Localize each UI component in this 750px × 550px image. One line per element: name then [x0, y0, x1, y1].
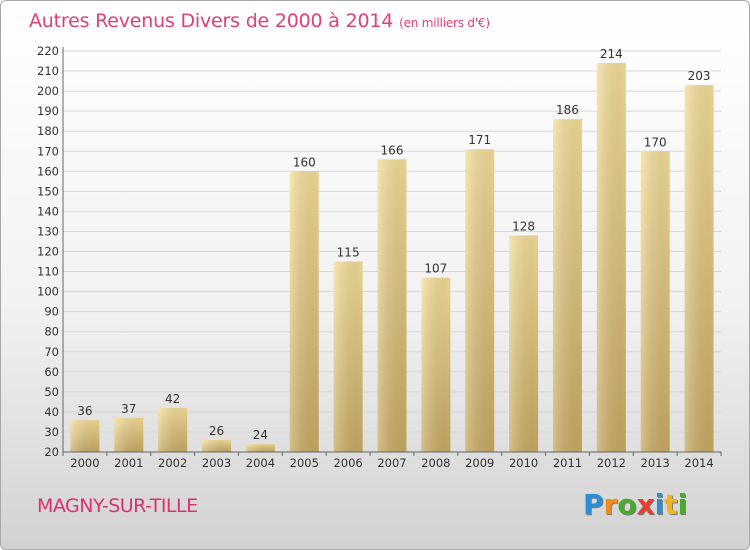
bar-shade: [333, 261, 363, 452]
data-label: 160: [293, 155, 316, 169]
bar-shade: [158, 407, 188, 452]
data-label: 128: [512, 219, 535, 233]
data-label: 24: [253, 428, 268, 442]
bar-shade: [245, 443, 275, 452]
logo-letter: t: [664, 488, 678, 521]
bar-shade: [289, 171, 319, 453]
x-tick-label: 2010: [509, 456, 538, 470]
y-tick-label: 220: [37, 44, 59, 58]
y-tick-label: 110: [37, 265, 59, 279]
y-tick-label: 160: [37, 164, 59, 178]
y-tick-label: 60: [44, 365, 59, 379]
data-label: 36: [77, 404, 92, 418]
data-label: 171: [468, 133, 491, 147]
data-labels: 36 37 42 26 24 160 115 166 107 171 128 186 214 170 203: [77, 47, 710, 442]
x-tick-label: 2007: [377, 456, 406, 470]
y-tick-label: 100: [37, 285, 59, 299]
axes: [62, 47, 721, 453]
x-tick-label: 2006: [333, 456, 362, 470]
data-label: 42: [165, 392, 180, 406]
y-tick-label: 50: [44, 385, 59, 399]
x-tick-label: 2009: [465, 456, 494, 470]
logo-letter: x: [636, 488, 655, 521]
data-label: 107: [424, 262, 447, 276]
y-tick-label: 20: [44, 445, 59, 459]
x-tick-label: 2001: [114, 456, 143, 470]
data-label: 186: [556, 103, 579, 117]
x-tick-label: 2011: [553, 456, 582, 470]
x-tick-label: 2004: [246, 456, 275, 470]
y-tick-label: 190: [37, 104, 59, 118]
y-tick-label: 120: [37, 245, 59, 259]
data-label: 26: [209, 424, 224, 438]
y-tick-label: 70: [44, 345, 59, 359]
bar-shade: [70, 419, 100, 452]
x-tick-label: 2008: [421, 456, 450, 470]
chart-title-unit: (en milliers d'€): [399, 16, 490, 30]
bar-shade: [421, 277, 451, 452]
x-tick-label: 2014: [684, 456, 713, 470]
y-tick-label: 170: [37, 144, 59, 158]
y-tick-labels: 20 30 40 50 60 70 80 90 100 110 120 130 140 150 160 170…: [37, 44, 59, 459]
bar-shade: [202, 439, 232, 452]
data-label: 170: [644, 135, 667, 149]
x-tick-label: 2012: [597, 456, 626, 470]
bar-shade: [596, 63, 626, 452]
logo-letter: o: [617, 488, 637, 521]
bar-shade: [465, 149, 495, 452]
y-tick-label: 210: [37, 64, 59, 78]
x-tick-label: 2003: [202, 456, 231, 470]
proxiti-logo: Proxiti: [583, 488, 687, 521]
y-tick-label: 80: [44, 325, 59, 339]
y-tick-label: 150: [37, 184, 59, 198]
bar-shade: [552, 119, 582, 453]
logo-letter: i: [654, 488, 665, 521]
y-tick-label: 30: [44, 425, 59, 439]
data-label: 214: [600, 47, 623, 61]
bar-shade: [640, 151, 670, 452]
bar-shade: [114, 417, 144, 452]
data-label: 203: [688, 69, 711, 83]
x-tick-label: 2002: [158, 456, 187, 470]
y-tick-label: 90: [44, 305, 59, 319]
logo-letter: i: [677, 488, 688, 521]
commune-name: MAGNY-SUR-TILLE: [37, 495, 198, 517]
x-tick-labels: 2000 2001 2002 2003 2004 2005 2006 2007 2008 2009…: [62, 452, 722, 470]
logo-letter: P: [583, 488, 604, 521]
data-label: 115: [337, 246, 360, 260]
x-tick-label: 2005: [290, 456, 319, 470]
bar-shade: [377, 159, 407, 452]
y-tick-label: 200: [37, 84, 59, 98]
bar-shade: [684, 85, 714, 453]
y-tick-label: 130: [37, 224, 59, 238]
y-tick-label: 40: [44, 405, 59, 419]
x-tick-label: 2013: [641, 456, 670, 470]
chart-title-text: Autres Revenus Divers de 2000 à 2014: [29, 10, 394, 32]
logo-letter: r: [603, 488, 618, 521]
y-tick-label: 140: [37, 204, 59, 218]
x-tick-label: 2000: [70, 456, 99, 470]
bar-shade: [509, 235, 539, 452]
chart-title: Autres Revenus Divers de 2000 à 2014 (en …: [29, 10, 490, 32]
y-tick-label: 180: [37, 124, 59, 138]
bars: [70, 63, 714, 453]
data-label: 37: [121, 402, 136, 416]
data-label: 166: [381, 143, 404, 157]
